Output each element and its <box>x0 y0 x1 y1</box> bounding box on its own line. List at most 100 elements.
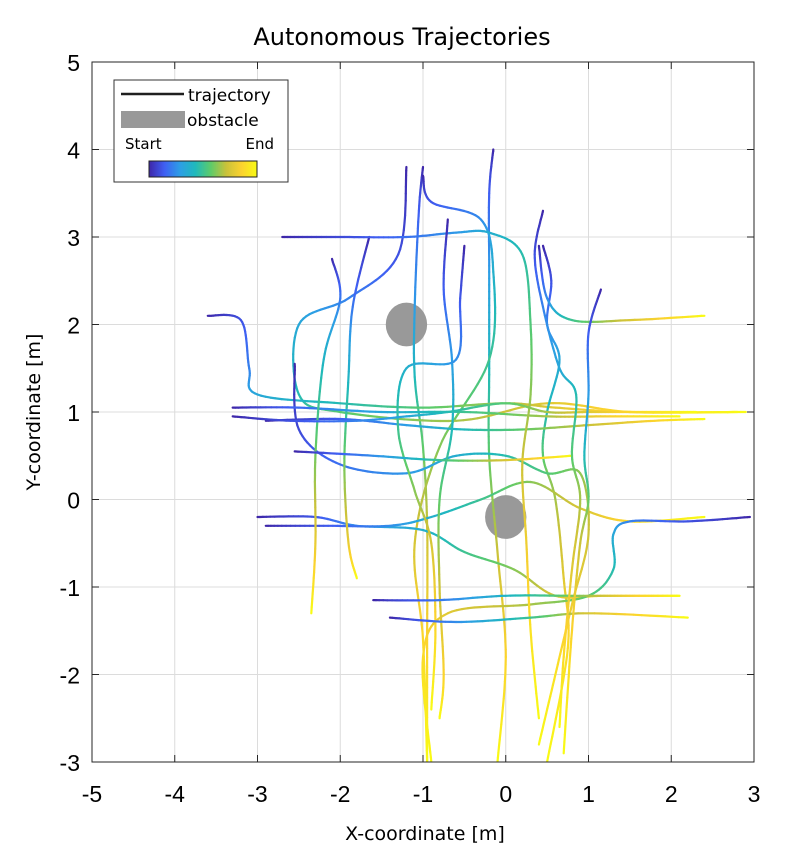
trajectory-segment <box>483 414 492 418</box>
trajectory-segment <box>493 325 496 335</box>
trajectory-segment <box>564 654 569 665</box>
trajectory-segment <box>435 445 441 455</box>
y-tick-label: 0 <box>67 488 80 514</box>
trajectory-segment <box>503 671 507 683</box>
trajectory-segment <box>548 743 552 753</box>
trajectory-segment <box>491 501 495 511</box>
legend: trajectory obstacle Start End <box>113 79 289 183</box>
trajectory-line <box>343 235 371 580</box>
x-tick-label: 1 <box>582 781 595 807</box>
trajectory-segment <box>412 418 424 422</box>
trajectory-line <box>388 612 689 624</box>
trajectory-segment <box>563 733 567 744</box>
trajectory-segment <box>424 711 428 723</box>
trajectory-segment <box>571 614 575 625</box>
trajectory-segment <box>472 383 479 392</box>
trajectory-segment <box>422 684 425 696</box>
trajectory-segment <box>491 494 494 504</box>
trajectory-segment <box>503 625 507 636</box>
trajectory-line <box>437 218 455 720</box>
trajectory-segment <box>493 515 496 525</box>
y-tick-label: -2 <box>60 663 80 689</box>
trajectory-segment <box>573 587 577 597</box>
trajectory-segment <box>414 575 418 585</box>
trajectory-segment <box>545 756 550 762</box>
trajectory-segment <box>568 655 572 668</box>
y-tick-label: 5 <box>67 50 80 76</box>
x-tick-label: -5 <box>82 781 102 807</box>
trajectory-segment <box>556 698 561 711</box>
ticks: -5 -4 -3 -2 -1 0 1 2 3 -3 -2 -1 0 1 2 3 4 5 <box>60 50 761 807</box>
trajectory-line <box>562 288 603 755</box>
trajectory-segment <box>489 474 493 484</box>
x-tick-label: 2 <box>665 781 678 807</box>
trajectory-segment <box>422 486 427 496</box>
trajectory-segment <box>501 706 504 718</box>
x-tick-label: -1 <box>413 781 433 807</box>
trajectory-segment <box>316 404 320 415</box>
trajectory-segment <box>403 418 415 421</box>
legend-obstacle-swatch <box>121 111 185 128</box>
trajectory-segment <box>464 395 471 404</box>
trajectory-segment <box>551 726 556 738</box>
trajectory-segment <box>568 646 572 659</box>
trajectory-segment <box>533 671 537 682</box>
trajectory-segment <box>489 345 494 355</box>
trajectory-segment <box>469 417 479 421</box>
trajectory-segment <box>569 637 573 649</box>
trajectory-segment <box>570 629 574 640</box>
trajectory-segment <box>480 370 486 380</box>
colorbar-end-label: End <box>245 135 274 153</box>
trajectory-segment <box>495 543 499 554</box>
trajectory-segment <box>537 740 541 746</box>
trajectory-segment <box>417 602 422 612</box>
trajectory-segment <box>503 680 506 692</box>
trajectory-segment <box>420 623 424 633</box>
trajectory-segment <box>428 465 434 475</box>
trajectory-segment <box>418 608 422 619</box>
trajectory-segment <box>415 581 419 591</box>
trajectory-segment <box>554 708 559 721</box>
y-tick-label: -3 <box>60 750 80 776</box>
chart-title: Autonomous Trajectories <box>253 23 550 51</box>
trajectory-segment <box>462 418 472 422</box>
trajectories <box>206 148 752 762</box>
trajectory-segment <box>496 550 500 561</box>
trajectory-segment <box>424 479 429 489</box>
trajectory-segment <box>489 481 493 491</box>
y-tick-label: 2 <box>67 313 80 339</box>
trajectory-segment <box>572 600 576 611</box>
trajectory-segment <box>359 413 370 417</box>
trajectory-segment <box>531 657 535 667</box>
trajectory-line <box>421 515 752 762</box>
trajectory-segment <box>571 607 575 618</box>
trajectory-segment <box>316 412 320 422</box>
trajectory-segment <box>502 610 506 621</box>
trajectory-segment <box>441 432 447 442</box>
trajectory-segment <box>561 670 566 683</box>
trajectory-segment <box>317 397 321 408</box>
trajectory-segment <box>428 744 432 754</box>
trajectory-segment <box>421 676 425 687</box>
trajectory-line <box>310 257 342 615</box>
trajectory-segment <box>318 390 321 400</box>
trajectory-line <box>293 450 574 462</box>
trajectory-segment <box>492 332 496 342</box>
trajectory-segment <box>493 522 497 532</box>
trajectory-line <box>533 209 582 729</box>
trajectory-segment <box>499 580 503 591</box>
trajectory-segment <box>529 636 533 646</box>
x-tick-label: -4 <box>165 781 186 807</box>
trajectory-line <box>231 402 698 423</box>
trajectory-segment <box>570 622 574 632</box>
trajectory-segment <box>565 696 569 709</box>
trajectory-segment <box>425 719 429 731</box>
trajectory-segment <box>563 725 567 736</box>
trajectory-segment <box>573 593 577 604</box>
trajectory-segment <box>402 221 406 232</box>
colorbar-start-label: Start <box>125 135 162 153</box>
legend-trajectory-label: trajectory <box>188 86 271 106</box>
trajectory-segment <box>413 535 417 545</box>
x-tick-label: -3 <box>247 781 267 807</box>
